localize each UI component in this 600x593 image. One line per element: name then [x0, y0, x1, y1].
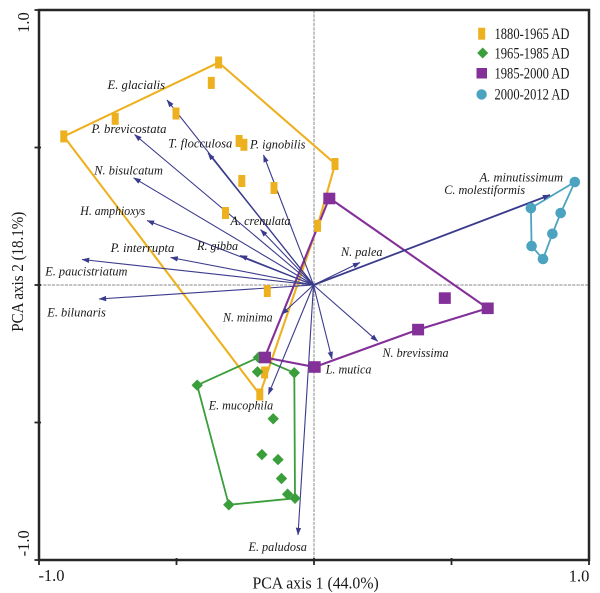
- svg-text:E. bilunaris: E. bilunaris: [46, 305, 106, 319]
- svg-text:N. bisulcatum: N. bisulcatum: [93, 164, 163, 178]
- svg-text:P. brevicostata: P. brevicostata: [90, 122, 166, 136]
- svg-text:N. brevissima: N. brevissima: [382, 346, 449, 360]
- svg-text:PCA axis 1 (44.0%): PCA axis 1 (44.0%): [252, 574, 378, 593]
- svg-text:A. minutissimum: A. minutissimum: [479, 171, 563, 185]
- svg-text:1.0: 1.0: [569, 567, 590, 586]
- svg-text:E. mucophila: E. mucophila: [208, 399, 273, 413]
- svg-text:2000-2012 AD: 2000-2012 AD: [495, 87, 570, 104]
- svg-text:1880-1965 AD: 1880-1965 AD: [495, 26, 570, 43]
- svg-text:E. glacialis: E. glacialis: [106, 78, 165, 92]
- svg-text:1985-2000 AD: 1985-2000 AD: [495, 66, 570, 83]
- svg-text:1.0: 1.0: [14, 12, 33, 33]
- svg-text:N. palea: N. palea: [340, 245, 382, 259]
- svg-text:R. gibba: R. gibba: [196, 239, 238, 253]
- svg-text:P. ignobilis: P. ignobilis: [249, 138, 306, 152]
- svg-text:H. amphioxys: H. amphioxys: [79, 204, 145, 218]
- svg-text:-1.0: -1.0: [14, 530, 33, 556]
- svg-text:E. paucistriatum: E. paucistriatum: [44, 265, 127, 279]
- svg-text:L. mutica: L. mutica: [325, 362, 372, 376]
- svg-text:N. minima: N. minima: [222, 311, 273, 325]
- svg-text:-1.0: -1.0: [38, 566, 64, 585]
- svg-text:1965-1985 AD: 1965-1985 AD: [495, 45, 570, 62]
- svg-text:E. paludosa: E. paludosa: [248, 540, 307, 554]
- svg-text:PCA axis 2 (18.1%): PCA axis 2 (18.1%): [8, 212, 27, 332]
- svg-text:A. crenulata: A. crenulata: [230, 214, 291, 228]
- svg-text:C. molestiformis: C. molestiformis: [444, 183, 525, 197]
- svg-text:T. flocculosa: T. flocculosa: [168, 137, 232, 151]
- svg-text:P. interrupta: P. interrupta: [110, 241, 175, 255]
